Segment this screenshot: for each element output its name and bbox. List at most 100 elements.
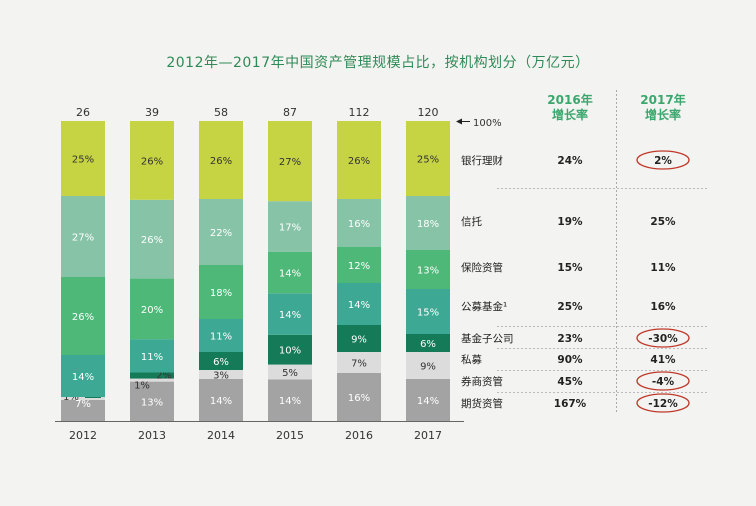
segment-label: 26% bbox=[141, 235, 163, 246]
bar-total-label: 120 bbox=[418, 106, 439, 119]
growth-2017-value: -12% bbox=[648, 398, 678, 410]
segment-label: 11% bbox=[210, 332, 232, 343]
segment-label: 10% bbox=[279, 346, 301, 357]
growth-2017-value: 25% bbox=[650, 216, 676, 228]
growth-2017-value: 16% bbox=[650, 301, 676, 313]
bar-segment bbox=[61, 355, 105, 397]
bar-segment bbox=[406, 289, 450, 334]
segment-label: 9% bbox=[351, 335, 367, 346]
x-tick-label: 2013 bbox=[138, 429, 166, 442]
bar-segment bbox=[199, 379, 243, 421]
segment-label: 7% bbox=[351, 359, 367, 370]
bar-segment bbox=[130, 372, 174, 379]
highlight-circle bbox=[636, 371, 690, 391]
bar-total-label: 58 bbox=[214, 106, 228, 119]
series-name-label: 银行理财 bbox=[461, 154, 503, 167]
bar-segment bbox=[337, 283, 381, 325]
growth-2017-value: 2% bbox=[654, 155, 672, 167]
segment-label: 16% bbox=[348, 393, 370, 404]
series-name-label: 期货资管 bbox=[461, 397, 503, 410]
growth-2017-value: -4% bbox=[652, 376, 675, 388]
growth-2016-header: 2016年 bbox=[547, 92, 592, 107]
segment-label: 26% bbox=[210, 156, 232, 167]
highlight-circle bbox=[636, 328, 690, 348]
bar-segment bbox=[199, 370, 243, 379]
segment-label: 27% bbox=[279, 157, 301, 168]
highlight-circle bbox=[636, 150, 690, 170]
bar-segment bbox=[61, 196, 105, 277]
bar-segment bbox=[337, 325, 381, 352]
bar-segment bbox=[268, 334, 312, 365]
segment-label: 1% bbox=[63, 392, 79, 403]
segment-label: 6% bbox=[420, 339, 436, 350]
bar-segment bbox=[337, 373, 381, 421]
segment-label: 20% bbox=[141, 305, 163, 316]
bar-segment bbox=[61, 277, 105, 355]
bar-segment bbox=[199, 352, 243, 370]
segment-label: 13% bbox=[141, 397, 163, 408]
segment-label: 16% bbox=[348, 219, 370, 230]
bar-segment bbox=[406, 196, 450, 250]
series-name-label: 券商资管 bbox=[461, 375, 503, 388]
growth-2017-value: 41% bbox=[650, 354, 676, 366]
bar-segment bbox=[130, 278, 174, 340]
segment-label: 5% bbox=[282, 368, 298, 379]
arrow-left-icon bbox=[456, 118, 462, 125]
growth-2016-value: 45% bbox=[557, 376, 583, 388]
segment-label: 14% bbox=[72, 372, 94, 383]
highlight-circle bbox=[636, 393, 690, 413]
segment-label: 25% bbox=[417, 155, 439, 166]
bar-segment bbox=[130, 339, 174, 373]
segment-label: 14% bbox=[348, 300, 370, 311]
growth-2017-header: 增长率 bbox=[645, 107, 681, 122]
bar-segment bbox=[337, 199, 381, 247]
bar-segment bbox=[199, 121, 243, 199]
x-tick-label: 2014 bbox=[207, 429, 235, 442]
segment-label: 12% bbox=[348, 261, 370, 272]
bar-segment bbox=[406, 334, 450, 352]
x-tick-label: 2016 bbox=[345, 429, 373, 442]
bar-segment bbox=[268, 364, 312, 380]
growth-2017-header: 2017年 bbox=[640, 92, 685, 107]
segment-label: 26% bbox=[72, 312, 94, 323]
bar-total-label: 87 bbox=[283, 106, 297, 119]
segment-label: 17% bbox=[279, 222, 301, 233]
growth-2017-value: -30% bbox=[648, 333, 678, 345]
bar-segment bbox=[199, 199, 243, 265]
segment-label: 3% bbox=[213, 371, 229, 382]
bar-segment bbox=[337, 121, 381, 199]
bar-segment bbox=[199, 319, 243, 352]
chart-title: 2012年—2017年中国资产管理规模占比，按机构划分（万亿元） bbox=[166, 55, 590, 71]
series-name-label: 基金子公司 bbox=[461, 332, 514, 345]
series-name-label: 私募 bbox=[461, 353, 482, 366]
segment-label: 14% bbox=[210, 396, 232, 407]
segment-label: 9% bbox=[420, 362, 436, 373]
bar-total-label: 112 bbox=[349, 106, 370, 119]
series-name-label: 保险资管 bbox=[461, 261, 503, 274]
segment-label: 22% bbox=[210, 228, 232, 239]
growth-2016-value: 23% bbox=[557, 333, 583, 345]
growth-2016-value: 167% bbox=[554, 398, 587, 410]
segment-label: 11% bbox=[141, 352, 163, 363]
segment-label: 7% bbox=[75, 399, 91, 410]
segment-label: 14% bbox=[417, 396, 439, 407]
bar-segment bbox=[268, 201, 312, 252]
growth-2016-value: 24% bbox=[557, 155, 583, 167]
bar-segment bbox=[268, 293, 312, 335]
bar-segment bbox=[268, 121, 312, 202]
bar-total-label: 39 bbox=[145, 106, 159, 119]
bar-segment bbox=[268, 251, 312, 294]
bar-segment bbox=[406, 352, 450, 379]
bar-segment bbox=[406, 250, 450, 289]
x-tick-label: 2012 bbox=[69, 429, 97, 442]
bar-segment bbox=[406, 379, 450, 421]
growth-2016-value: 15% bbox=[557, 262, 583, 274]
segment-label: 27% bbox=[72, 233, 94, 244]
x-tick-label: 2017 bbox=[414, 429, 442, 442]
segment-label: 26% bbox=[348, 156, 370, 167]
bar-segment bbox=[199, 265, 243, 319]
segment-label: 14% bbox=[279, 268, 301, 279]
segment-label: 2% bbox=[156, 371, 172, 382]
bar-segment bbox=[130, 199, 174, 279]
